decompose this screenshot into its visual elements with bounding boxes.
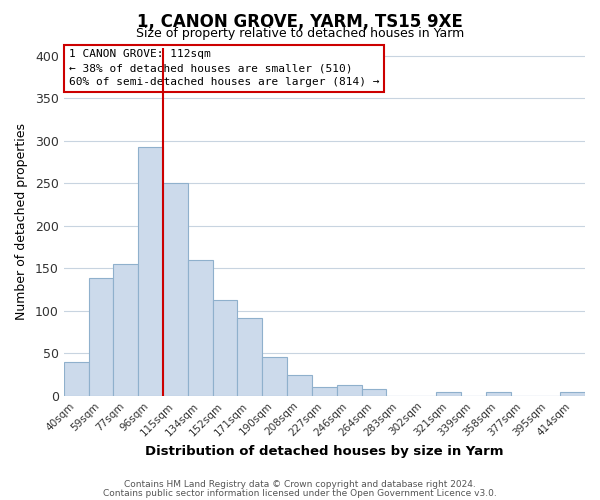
Bar <box>486 392 511 396</box>
Bar <box>163 182 188 396</box>
Y-axis label: Number of detached properties: Number of detached properties <box>15 123 28 320</box>
Bar <box>64 362 89 396</box>
Bar <box>188 260 212 396</box>
Bar <box>436 392 461 396</box>
Text: Contains public sector information licensed under the Open Government Licence v3: Contains public sector information licen… <box>103 488 497 498</box>
Bar <box>212 300 238 396</box>
Bar <box>560 392 585 396</box>
Text: 1, CANON GROVE, YARM, TS15 9XE: 1, CANON GROVE, YARM, TS15 9XE <box>137 12 463 30</box>
X-axis label: Distribution of detached houses by size in Yarm: Distribution of detached houses by size … <box>145 444 503 458</box>
Bar <box>312 388 337 396</box>
Bar <box>287 374 312 396</box>
Text: Contains HM Land Registry data © Crown copyright and database right 2024.: Contains HM Land Registry data © Crown c… <box>124 480 476 489</box>
Bar <box>113 264 138 396</box>
Bar <box>362 389 386 396</box>
Bar <box>138 147 163 396</box>
Bar <box>238 318 262 396</box>
Text: 1 CANON GROVE: 112sqm
← 38% of detached houses are smaller (510)
60% of semi-det: 1 CANON GROVE: 112sqm ← 38% of detached … <box>69 49 379 87</box>
Text: Size of property relative to detached houses in Yarm: Size of property relative to detached ho… <box>136 28 464 40</box>
Bar <box>262 357 287 396</box>
Bar <box>337 385 362 396</box>
Bar <box>89 278 113 396</box>
